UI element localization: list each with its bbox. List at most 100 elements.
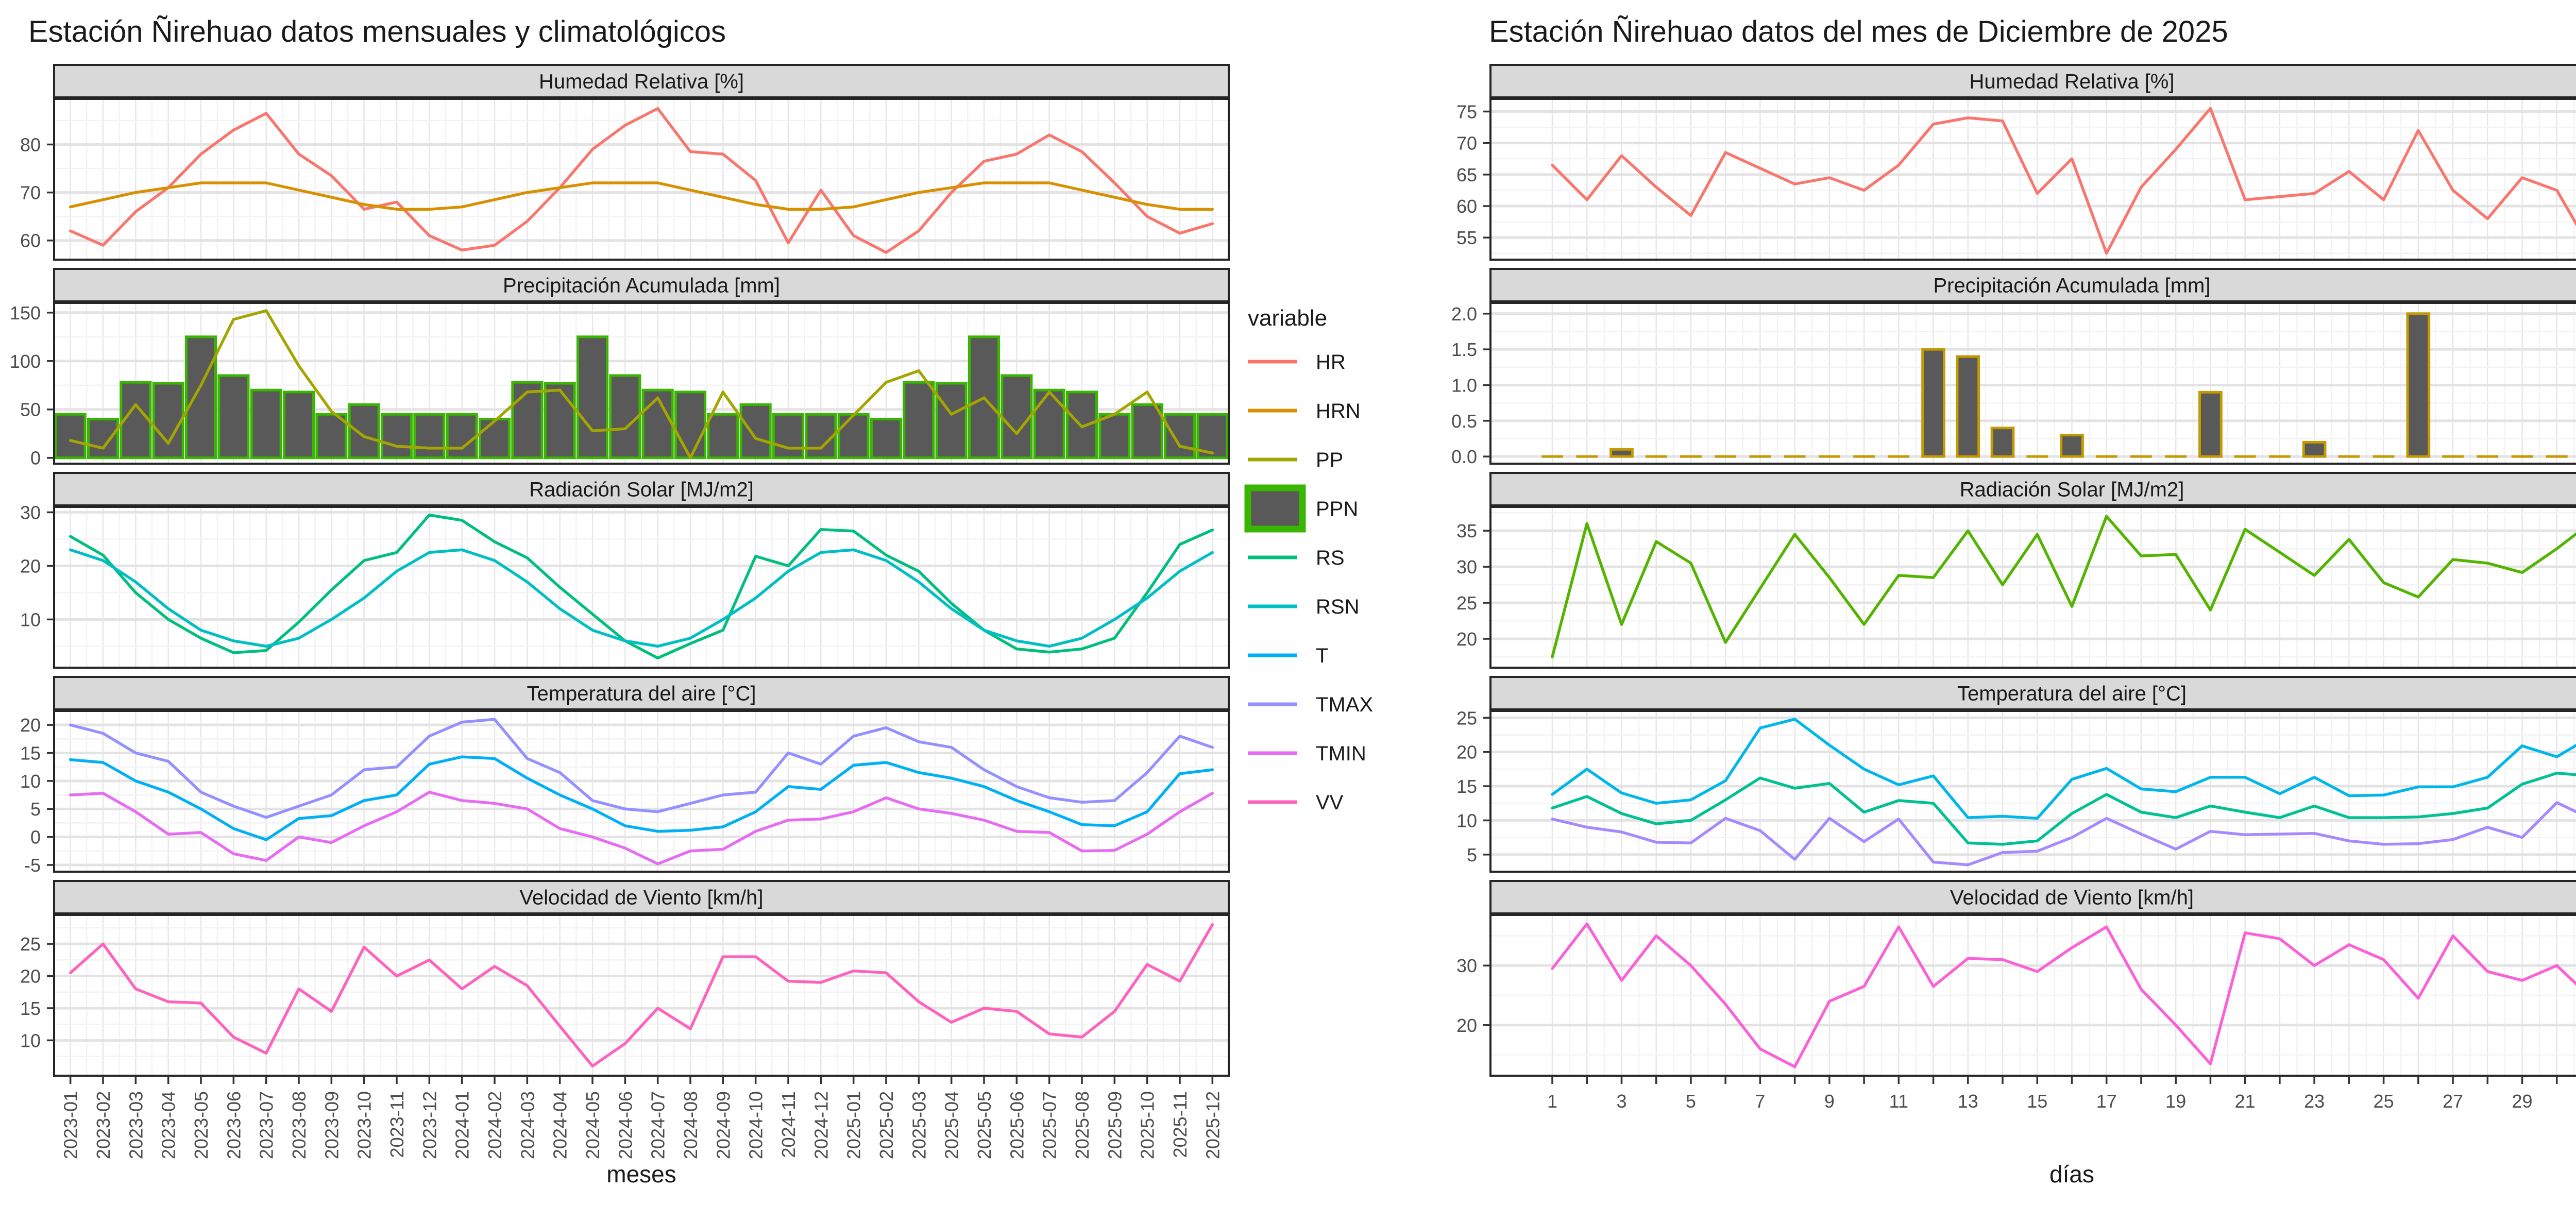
fig1-panel-4: Velocidad de Viento [km/h] 20 30 <box>1456 880 2576 1077</box>
fig1-strip-title-3: Temperatura del aire [°C] <box>1957 683 2187 705</box>
fig0-xtick-label: 2025-10 <box>1137 1091 1158 1159</box>
fig0-ytick: 10 <box>20 609 41 630</box>
fig0-xtick-label: 2024-02 <box>484 1091 505 1159</box>
fig1-xtick-label: 19 <box>2165 1091 2186 1112</box>
fig0-series-VV <box>69 923 1214 1068</box>
fig1-ytick: 30 <box>1456 556 1477 578</box>
fig0-strip-title-1: Precipitación Acumulada [mm] <box>503 275 780 297</box>
fig0-xtick-label: 2025-11 <box>1170 1091 1191 1158</box>
fig0-xtick-label: 2025-02 <box>876 1091 897 1159</box>
right-x-axis-title: días <box>2049 1161 2094 1187</box>
fig1-xtick-label: 7 <box>1755 1091 1765 1112</box>
fig1-xtick-label: 1 <box>1547 1091 1557 1112</box>
fig1-xtick-label: 11 <box>1889 1091 1908 1112</box>
fig1-ytick: 0.0 <box>1451 446 1477 467</box>
fig0-ytick: 0 <box>30 448 41 469</box>
right-figure-title: Estación Ñirehuao datos del mes de Dicie… <box>1489 15 2228 48</box>
fig0-xtick-label: 2024-01 <box>452 1091 473 1159</box>
fig0-strip-title-0: Humedad Relativa [%] <box>539 71 744 93</box>
fig1-strip-title-4: Velocidad de Viento [km/h] <box>1950 887 2194 909</box>
fig0-series-TMIN <box>69 790 1214 865</box>
fig0-legend-label-VV: VV <box>1316 791 1344 814</box>
fig0-ytick: 20 <box>20 715 41 736</box>
fig1-panel-2: Radiación Solar [MJ/m2] 20 25 30 35 <box>1456 472 2576 669</box>
fig1-ytick: 5 <box>1467 844 1477 865</box>
fig0-xtick-label: 2025-05 <box>974 1091 995 1159</box>
fig0-series-PPN <box>54 335 1229 460</box>
fig1-ytick: 20 <box>1456 742 1477 763</box>
fig1-ytick: 65 <box>1456 164 1477 185</box>
fig0-legend-label-PPN: PPN <box>1316 498 1358 520</box>
fig0-xtick-label: 2023-01 <box>60 1091 81 1159</box>
fig0-xtick-label: 2024-10 <box>745 1091 767 1159</box>
fig0-legend-title: variable <box>1248 306 1327 331</box>
figure-0: Humedad Relativa [%] 60 70 80 Precipitación … <box>10 64 1373 1159</box>
fig1-xtick-label: 17 <box>2096 1091 2117 1112</box>
fig1-series-T <box>1551 772 2576 846</box>
fig0-ytick: 10 <box>20 1030 41 1051</box>
fig0-xtick-label: 2024-11 <box>778 1091 799 1158</box>
fig0-ytick: 0 <box>30 827 41 848</box>
fig0-ytick: -5 <box>24 855 41 876</box>
fig1-series-HR <box>1551 107 2576 255</box>
fig0-panel-1: Precipitación Acumulada [mm] 0 50 100 150 <box>10 268 1230 469</box>
fig0-legend: variable HR HRN PP PPN RS RSN T TMAX TMIN VV <box>1244 306 1373 814</box>
fig1-panel-3: Temperatura del aire [°C] 5 10 15 20 25 <box>1456 676 2576 873</box>
fig0-series-RS <box>69 513 1214 660</box>
fig0-ytick: 5 <box>30 799 41 820</box>
fig0-ytick: 20 <box>20 966 41 987</box>
fig1-series-PP <box>1541 312 2568 458</box>
fig0-legend-entry-RSN: RSN <box>1248 596 1359 618</box>
fig1-xtick-label: 25 <box>2374 1091 2394 1112</box>
fig1-panel-0: Humedad Relativa [%] 55 60 65 70 75 <box>1456 64 2576 261</box>
fig0-ytick: 50 <box>20 399 41 420</box>
left-figure-title: Estación Ñirehuao datos mensuales y clim… <box>28 15 726 48</box>
fig0-xtick-label: 2025-07 <box>1039 1091 1060 1159</box>
fig0-xtick-label: 2024-12 <box>810 1091 832 1159</box>
fig1-xtick-label: 23 <box>2304 1091 2325 1112</box>
fig1-xtick-label: 5 <box>1686 1091 1696 1112</box>
fig0-xtick-label: 2023-12 <box>419 1091 440 1159</box>
fig0-xtick-label: 2023-02 <box>93 1091 114 1159</box>
fig0-xtick-label: 2024-03 <box>517 1091 538 1159</box>
fig0-legend-entry-HRN: HRN <box>1248 400 1361 422</box>
fig0-ytick: 150 <box>10 302 41 324</box>
fig0-xtick-label: 2025-12 <box>1202 1091 1223 1159</box>
fig1-ytick: 15 <box>1456 776 1477 797</box>
fig1-ytick: 55 <box>1456 227 1477 248</box>
fig1-strip-title-2: Radiación Solar [MJ/m2] <box>1960 479 2184 501</box>
fig0-legend-label-HR: HR <box>1316 351 1346 374</box>
fig0-xtick-label: 2024-09 <box>713 1091 734 1159</box>
fig0-ytick: 30 <box>20 502 41 523</box>
fig0-legend-label-RS: RS <box>1316 547 1345 569</box>
fig0-series-TMAX <box>69 718 1214 819</box>
fig1-x-axis: 135791113151719212325272931 <box>1547 1076 2558 1112</box>
fig1-ytick: 1.0 <box>1451 375 1477 396</box>
fig0-strip-title-2: Radiación Solar [MJ/m2] <box>529 479 754 501</box>
fig0-legend-label-T: T <box>1316 644 1328 667</box>
fig0-strip-title-3: Temperatura del aire [°C] <box>527 683 756 705</box>
fig0-xtick-label: 2024-07 <box>648 1091 669 1159</box>
fig1-ytick: 25 <box>1456 592 1477 614</box>
fig0-legend-entry-RS: RS <box>1248 547 1345 569</box>
fig0-xtick-label: 2023-09 <box>321 1091 342 1159</box>
fig0-xtick-label: 2024-04 <box>550 1091 571 1159</box>
fig0-xtick-label: 2023-05 <box>191 1091 212 1159</box>
fig0-legend-entry-PPN: PPN <box>1244 484 1358 533</box>
fig0-legend-entry-HR: HR <box>1248 351 1346 374</box>
fig0-xtick-label: 2023-11 <box>386 1091 408 1158</box>
fig1-ytick: 20 <box>1456 1015 1477 1036</box>
fig0-xtick-label: 2025-08 <box>1072 1091 1093 1159</box>
fig0-legend-label-RSN: RSN <box>1316 596 1359 618</box>
fig1-strip-title-1: Precipitación Acumulada [mm] <box>1933 275 2210 297</box>
fig0-xtick-label: 2023-07 <box>256 1091 277 1159</box>
fig1-strip-title-0: Humedad Relativa [%] <box>1970 71 2175 93</box>
fig0-legend-entry-TMAX: TMAX <box>1248 693 1373 716</box>
fig1-ytick: 10 <box>1456 810 1477 831</box>
fig0-xtick-label: 2023-08 <box>289 1091 310 1159</box>
fig1-xtick-label: 29 <box>2512 1091 2533 1112</box>
fig0-ytick: 20 <box>20 555 41 576</box>
fig0-legend-label-PP: PP <box>1316 449 1343 471</box>
fig0-panel-4: Velocidad de Viento [km/h] 10 15 20 25 <box>20 880 1230 1077</box>
fig1-panel-1: Precipitación Acumulada [mm] 0.0 0.5 1.0 1.5… <box>1451 268 2576 467</box>
